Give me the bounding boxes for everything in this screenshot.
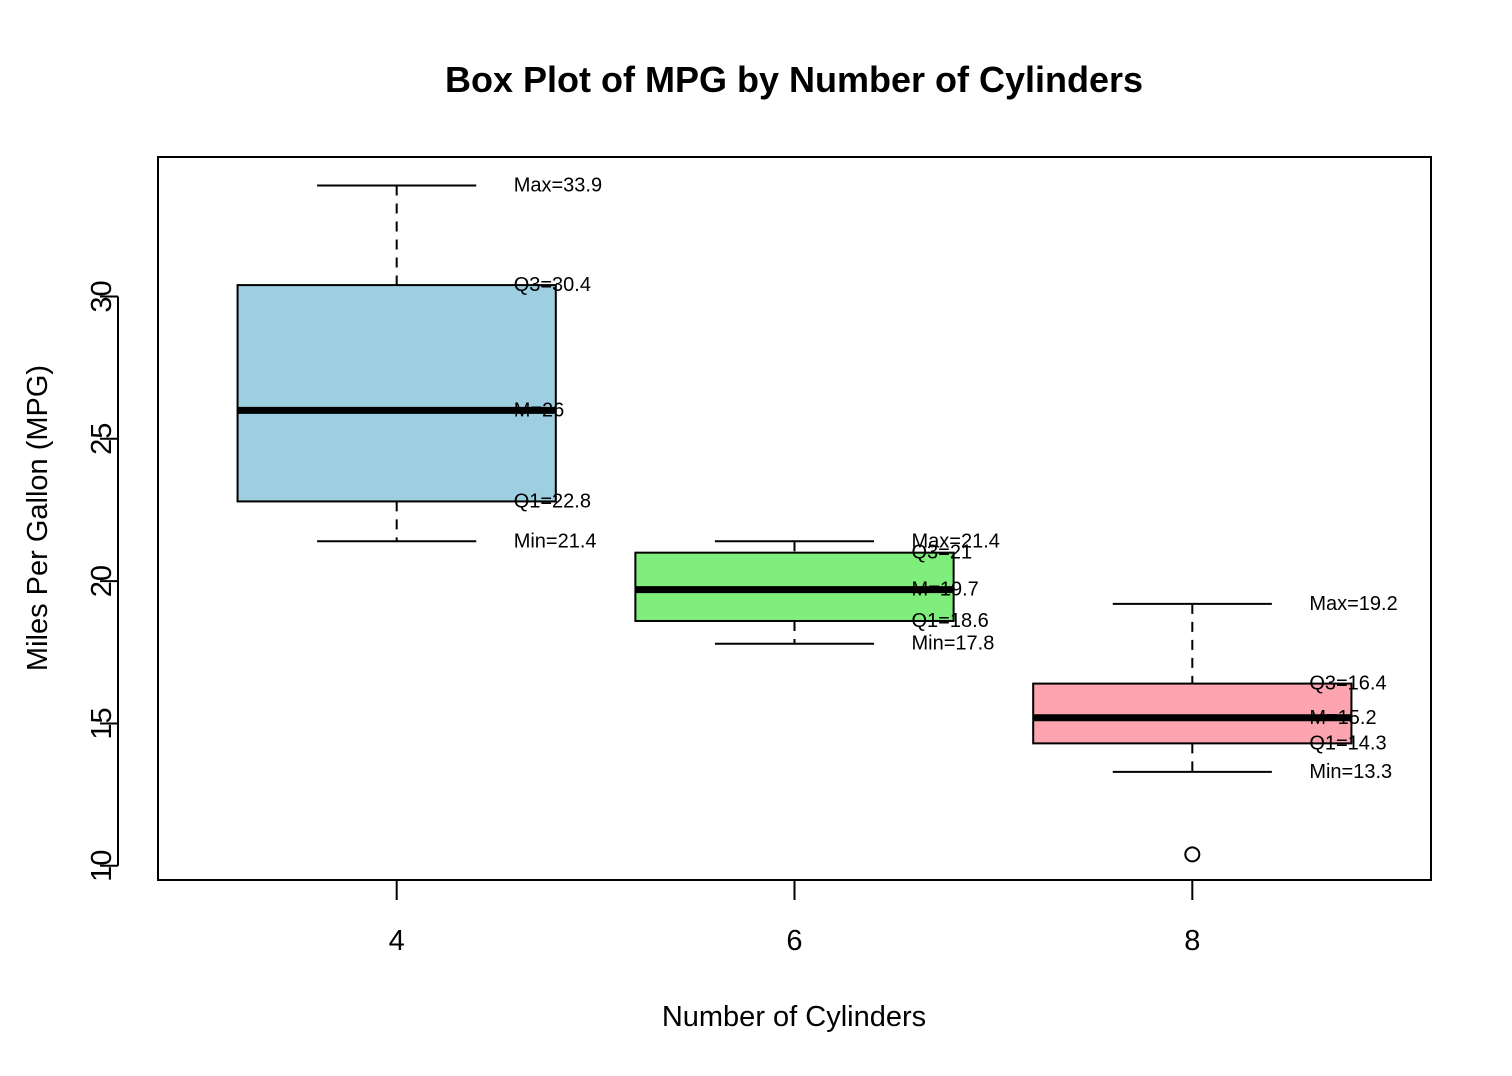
box xyxy=(1032,682,1353,745)
y-axis-label: Miles Per Gallon (MPG) xyxy=(22,365,54,671)
outlier-point xyxy=(1184,846,1201,863)
annotation-median: M=19.7 xyxy=(912,579,979,601)
x-tick-label: 4 xyxy=(389,925,405,957)
y-axis: 10 15 20 25 30 xyxy=(86,280,119,882)
annotation-q3: Q3=16.4 xyxy=(1309,673,1386,695)
y-tick-label: 20 xyxy=(86,565,118,597)
x-axis-label: Number of Cylinders xyxy=(662,1001,926,1033)
annotation-min: Min=13.3 xyxy=(1309,761,1392,783)
y-tick-label: 10 xyxy=(86,850,118,882)
annotation-q1: Q1=14.3 xyxy=(1309,732,1386,754)
chart-title: Box Plot of MPG by Number of Cylinders xyxy=(445,59,1143,100)
boxes-layer: Max=33.9 Q3=30.4 M=26 Q1=22.8 Min=21.4 Max=21… xyxy=(236,174,1398,863)
annotation-max: Max=21.4 xyxy=(912,530,1000,552)
x-tick-label: 6 xyxy=(786,925,802,957)
annotation-max: Max=19.2 xyxy=(1309,593,1397,615)
annotation-q1: Q1=22.8 xyxy=(514,490,591,512)
y-tick-label: 25 xyxy=(86,423,118,455)
annotation-min: Min=21.4 xyxy=(514,530,597,552)
annotation-min: Min=17.8 xyxy=(912,633,995,655)
x-axis: 4 6 8 xyxy=(389,879,1200,957)
annotation-median: M=15.2 xyxy=(1309,707,1376,729)
annotation-q1: Q1=18.6 xyxy=(912,610,989,632)
box xyxy=(236,284,557,503)
annotation-q3: Q3=21 xyxy=(912,542,973,564)
y-tick-label: 15 xyxy=(86,707,118,739)
annotation-q3: Q3=30.4 xyxy=(514,274,591,296)
x-tick-label: 8 xyxy=(1184,925,1200,957)
y-tick-label: 30 xyxy=(86,280,118,312)
annotation-max: Max=33.9 xyxy=(514,174,602,196)
box-group-4: Max=33.9 Q3=30.4 M=26 Q1=22.8 Min=21.4 xyxy=(236,174,602,552)
annotation-median: M=26 xyxy=(514,399,565,421)
box-group-8: Max=19.2 Q3=16.4 M=15.2 Q1=14.3 Min=13.3 xyxy=(1032,593,1398,863)
